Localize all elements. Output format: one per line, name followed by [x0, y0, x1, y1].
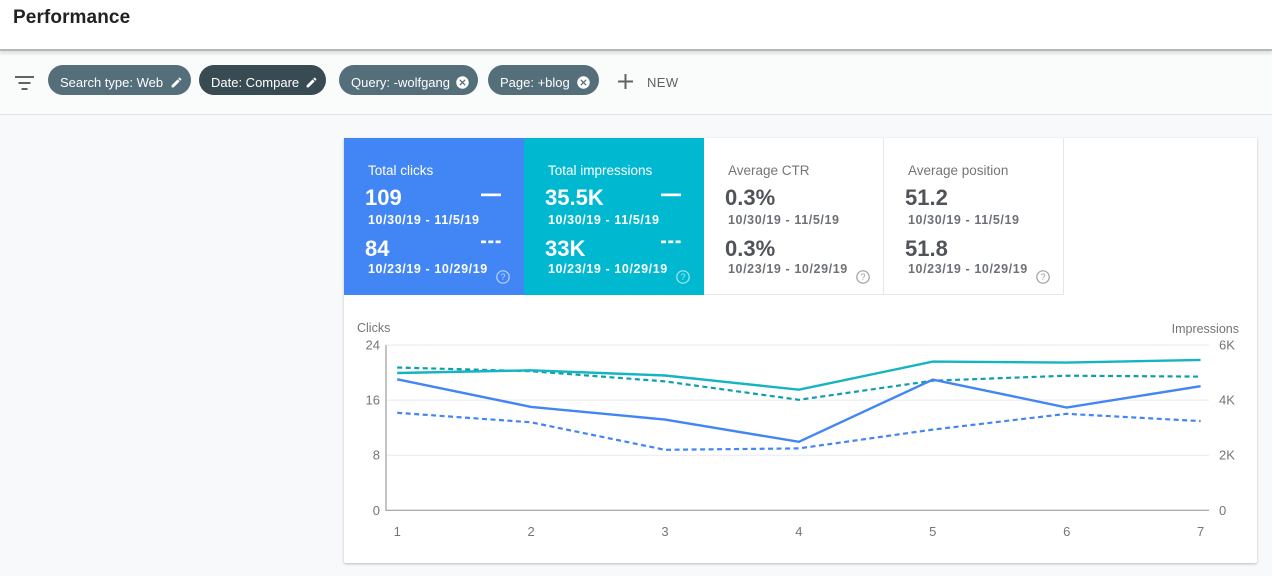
svg-text:?: ? — [1040, 272, 1045, 282]
svg-text:8: 8 — [373, 448, 380, 463]
svg-text:5: 5 — [929, 524, 936, 539]
svg-text:3: 3 — [661, 524, 668, 539]
svg-text:Clicks: Clicks — [357, 321, 390, 335]
svg-text:6K: 6K — [1219, 338, 1235, 353]
svg-text:4: 4 — [795, 524, 802, 539]
svg-text:2K: 2K — [1219, 448, 1235, 463]
svg-text:24: 24 — [366, 338, 380, 353]
svg-text:16: 16 — [366, 393, 380, 408]
svg-text:7: 7 — [1197, 524, 1204, 539]
svg-text:?: ? — [500, 272, 505, 282]
svg-text:2: 2 — [527, 524, 534, 539]
svg-text:?: ? — [860, 272, 865, 282]
svg-text:0: 0 — [1219, 503, 1226, 518]
svg-text:?: ? — [680, 272, 685, 282]
svg-text:6: 6 — [1063, 524, 1070, 539]
svg-text:Impressions: Impressions — [1172, 322, 1239, 336]
svg-text:1: 1 — [394, 524, 401, 539]
svg-text:0: 0 — [373, 503, 380, 518]
svg-text:4K: 4K — [1219, 393, 1235, 408]
